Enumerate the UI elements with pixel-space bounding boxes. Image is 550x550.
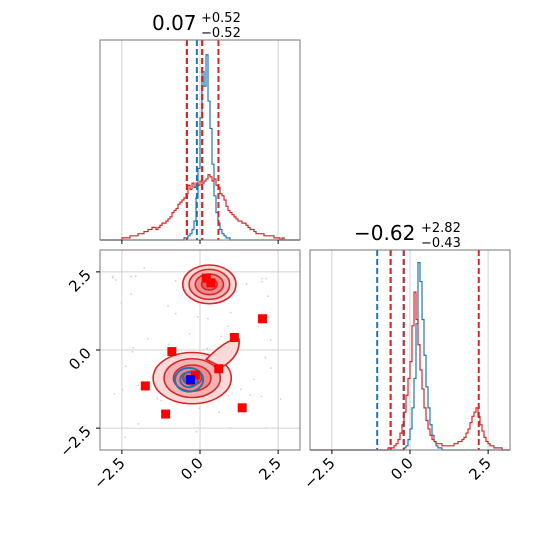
marginal-x-panel: 0.07 +0.52 −0.52 bbox=[99, 11, 301, 244]
red-square-point bbox=[237, 403, 247, 413]
sample-dot bbox=[124, 436, 127, 439]
marginal-y-x-ticks: −2.5 0.0 2.5 bbox=[300, 450, 495, 493]
red-square-point bbox=[206, 278, 216, 288]
sample-dot bbox=[206, 347, 209, 350]
red-square-point bbox=[140, 381, 150, 391]
sample-dot bbox=[267, 295, 270, 298]
x-tick-label: 2.5 bbox=[255, 454, 285, 484]
sample-dot bbox=[112, 276, 114, 279]
sample-dot bbox=[174, 312, 177, 315]
x-tick-label: −2.5 bbox=[90, 454, 128, 492]
blue-contour bbox=[179, 371, 199, 389]
marginal-y-grid bbox=[331, 250, 489, 450]
sample-dot bbox=[270, 367, 272, 369]
sample-dot bbox=[113, 393, 116, 395]
sample-dot bbox=[146, 337, 149, 340]
red-contour-bridge bbox=[204, 338, 240, 369]
marginal-x-title-median: 0.07 bbox=[152, 11, 197, 35]
marginal-x-quantile-lines bbox=[185, 40, 220, 240]
histogram-series bbox=[100, 174, 300, 241]
red-square-point bbox=[258, 314, 267, 324]
sample-dot bbox=[124, 365, 127, 368]
sample-dot bbox=[279, 398, 282, 400]
marginal-x-title: 0.07 bbox=[152, 11, 197, 35]
sample-dot bbox=[260, 277, 263, 280]
sample-dot bbox=[229, 311, 232, 314]
sample-dot bbox=[264, 426, 267, 429]
red-square-point bbox=[190, 370, 200, 380]
marginal-y-title-minus: −0.43 bbox=[421, 236, 461, 251]
sample-dot bbox=[220, 335, 223, 338]
x-tick-label: 2.5 bbox=[465, 454, 495, 484]
sample-dot bbox=[260, 280, 263, 283]
x-tick-label: 0.0 bbox=[177, 454, 207, 484]
sample-dot bbox=[137, 384, 140, 387]
red-square-point bbox=[214, 364, 224, 374]
sample-dot bbox=[249, 394, 252, 397]
marginal-x-ticks bbox=[121, 240, 279, 244]
sample-dot bbox=[167, 343, 170, 346]
sample-dot bbox=[167, 304, 169, 307]
sample-dot bbox=[131, 350, 134, 353]
red-square-point bbox=[201, 273, 211, 283]
marginal-x-title-minus: −0.52 bbox=[201, 26, 241, 41]
marginal-y-quantile-lines bbox=[376, 250, 480, 450]
sample-dot bbox=[156, 397, 159, 400]
y-tick-label: −2.5 bbox=[56, 422, 94, 460]
sample-dot bbox=[231, 392, 233, 395]
sample-dot bbox=[227, 394, 230, 397]
sample-dot bbox=[130, 275, 133, 278]
sample-dot bbox=[134, 275, 137, 278]
sample-dot bbox=[130, 293, 133, 296]
sample-dot bbox=[137, 422, 140, 425]
sample-dot bbox=[267, 316, 270, 318]
marginal-y-panel: −0.62 +2.82 −0.43 −2.5 0.0 2.5 bbox=[300, 221, 511, 493]
sample-dot bbox=[260, 395, 263, 398]
marginal-x-title-plus: +0.52 bbox=[201, 11, 241, 26]
sample-dot bbox=[227, 325, 229, 328]
marginal-y-title-plus: +2.82 bbox=[421, 221, 461, 236]
red-square-point bbox=[161, 409, 171, 419]
sample-dot bbox=[198, 407, 201, 410]
sample-dot bbox=[132, 346, 135, 349]
joint-y-ticks: 2.5 0.0 −2.5 bbox=[56, 266, 100, 461]
sample-dot bbox=[160, 399, 163, 402]
sample-dot bbox=[240, 388, 242, 391]
sample-dot bbox=[111, 275, 114, 278]
joint-x-ticks: −2.5 0.0 2.5 bbox=[90, 450, 285, 493]
marginal-y-title-median: −0.62 bbox=[354, 221, 415, 245]
marginal-y-title: −0.62 bbox=[354, 221, 415, 245]
sample-dot bbox=[218, 411, 221, 414]
sample-dot bbox=[265, 277, 268, 280]
joint-points bbox=[140, 273, 267, 419]
y-tick-label: 0.0 bbox=[65, 344, 95, 374]
sample-dot bbox=[269, 339, 272, 341]
sample-dot bbox=[196, 316, 199, 318]
blue-square-point bbox=[186, 375, 196, 385]
red-square-point bbox=[229, 333, 239, 342]
sample-dot bbox=[245, 283, 248, 285]
sample-dot bbox=[143, 267, 146, 269]
sample-dot bbox=[264, 356, 267, 359]
red-square-point bbox=[167, 347, 177, 357]
x-tick-label: 0.0 bbox=[387, 454, 417, 484]
sample-dot bbox=[229, 427, 232, 429]
x-tick-label: −2.5 bbox=[300, 454, 338, 492]
sample-dot bbox=[195, 430, 198, 433]
joint-panel: −2.5 0.0 2.5 2.5 0.0 −2.5 bbox=[56, 249, 301, 493]
blue-contour bbox=[174, 366, 205, 393]
sample-dot bbox=[174, 280, 177, 282]
sample-dot bbox=[121, 388, 124, 391]
y-tick-label: 2.5 bbox=[65, 266, 95, 296]
sample-dot bbox=[257, 325, 260, 328]
sample-dot bbox=[115, 279, 117, 281]
sample-dot bbox=[188, 332, 191, 335]
sample-dot bbox=[206, 317, 209, 320]
sample-dot bbox=[120, 301, 123, 304]
sample-dot bbox=[252, 378, 255, 381]
